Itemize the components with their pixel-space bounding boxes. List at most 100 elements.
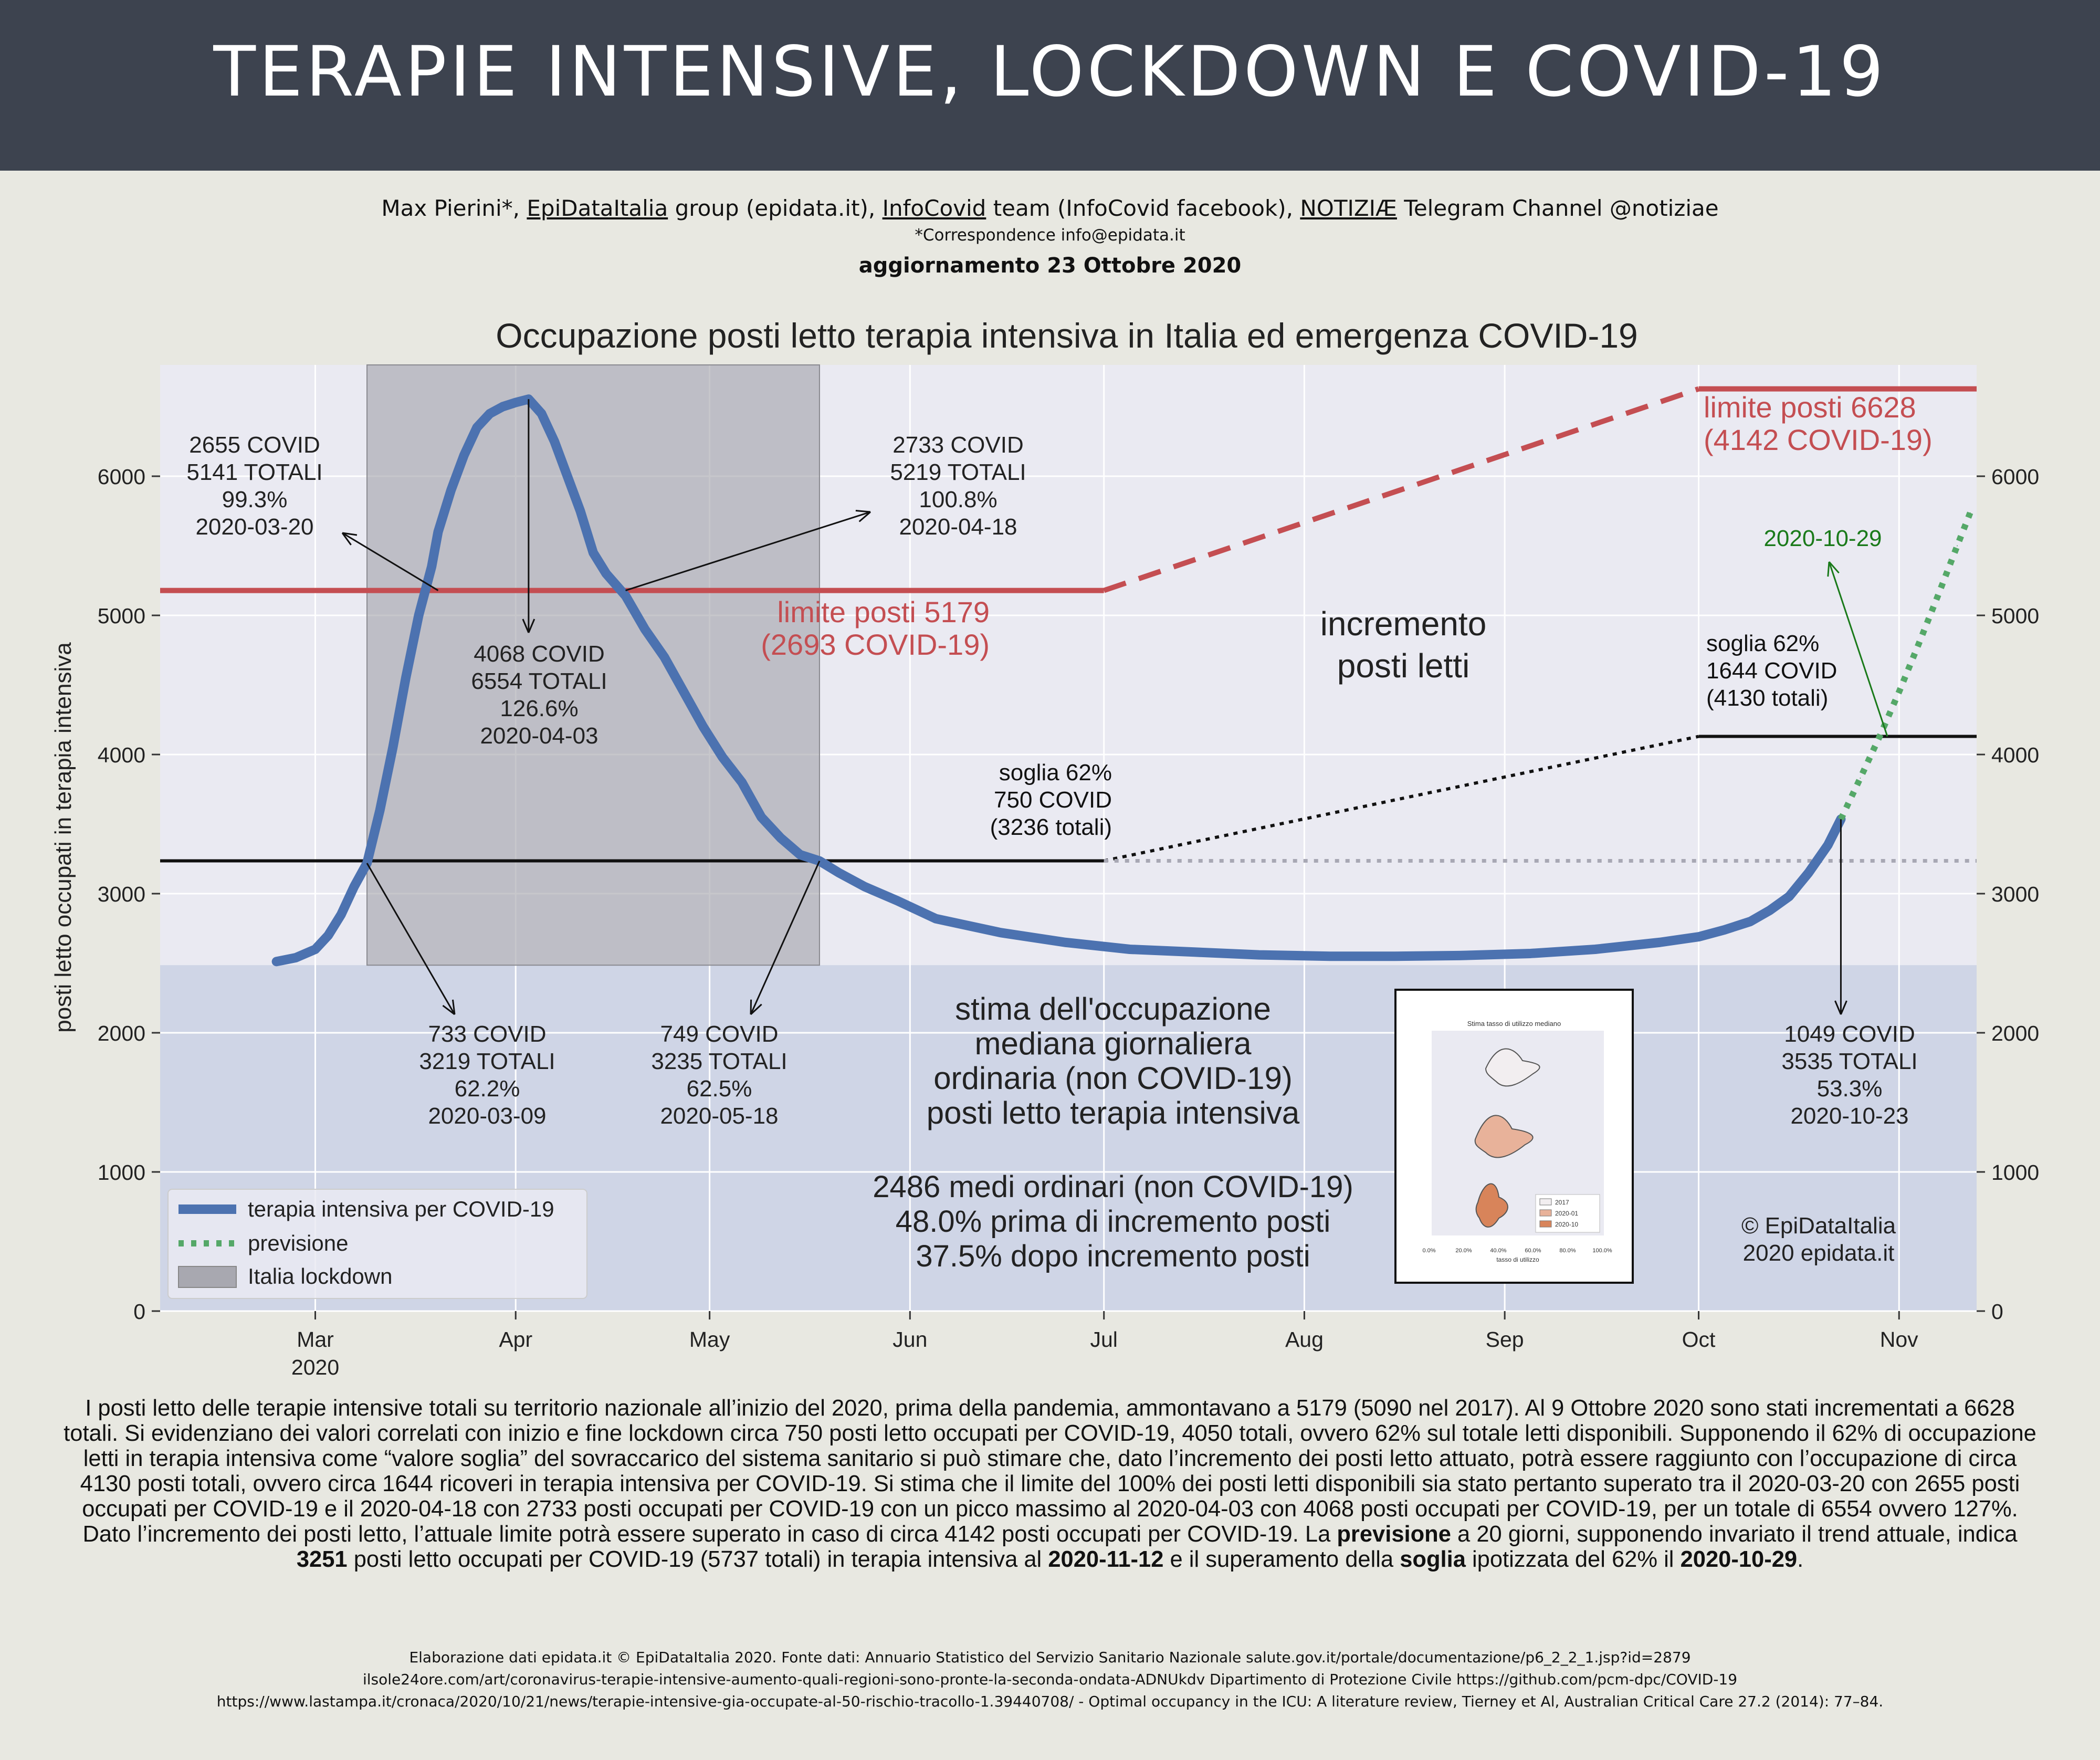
covid-icu-point: [463, 455, 465, 456]
inset-legend-label: 2020-10: [1555, 1221, 1578, 1228]
inset-x-tick-label: 80.0%: [1559, 1248, 1576, 1254]
y-tick-label-right: 2000: [1991, 1021, 2039, 1045]
arrow-2020-04-18-head: [855, 509, 871, 522]
arrow-2020-04-03-head: [522, 619, 536, 633]
y-tick-label-right: 1000: [1991, 1160, 2039, 1185]
label-stima-ordinaria: posti letto terapia intensiva: [927, 1095, 1300, 1130]
y-tick-label-left: 0: [133, 1300, 145, 1324]
credit-team-text: team (InfoCovid facebook),: [986, 195, 1300, 221]
covid-icu-point: [780, 837, 782, 839]
label-limite-6628: (4142 COVID-19): [1704, 423, 1933, 456]
x-tick-label: May: [689, 1327, 730, 1352]
covid-icu-point: [1788, 896, 1790, 897]
y-tick-label-right: 3000: [1991, 882, 2039, 906]
annotation-2020-04-03: 126.6%: [500, 696, 578, 721]
arrow-2020-04-18-shaft: [625, 511, 871, 591]
label-medi-ordinari: 2486 medi ordinari (non COVID-19): [873, 1170, 1353, 1204]
icu-occupancy-chart: Occupazione posti letto terapia intensiv…: [50, 316, 2039, 1379]
covid-icu-point: [702, 726, 704, 727]
covid-icu-point: [450, 489, 452, 491]
annotation-2020-04-18: 100.8%: [919, 487, 997, 512]
covid-icu-point: [541, 413, 542, 414]
inset-legend-label: 2020-01: [1555, 1210, 1578, 1217]
inset-x-label: tasso di utilizzo: [1496, 1256, 1539, 1263]
description-text-1: I posti letto delle terapie intensive to…: [64, 1396, 2036, 1547]
inset-legend-swatch: [1539, 1198, 1552, 1206]
annotation-2020-03-20: 99.3%: [222, 487, 288, 512]
inset-violin-chart: Stima tasso di utilizzo mediano 0.0% 20.0…: [1394, 989, 1634, 1284]
annotation-2020-04-03: 6554 TOTALI: [471, 668, 607, 694]
covid-icu-point: [489, 413, 490, 414]
y-tick-label-left: 6000: [98, 465, 145, 489]
label-incremento: incremento: [1320, 605, 1487, 643]
x-tick-label: Aug: [1285, 1327, 1324, 1352]
covid-icu-point: [1000, 932, 1001, 934]
chart-description: I posti letto delle terapie intensive to…: [58, 1396, 2042, 1572]
x-tick-label: Mar: [297, 1327, 334, 1352]
credit-channel-link[interactable]: NOTIZIÆ: [1300, 195, 1397, 221]
covid-icu-point: [392, 747, 394, 748]
annotation-2020-04-03: 2020-04-03: [480, 723, 598, 749]
covid-icu-point: [515, 402, 517, 403]
limit-increase-dashed: [1103, 386, 1700, 593]
label-copyright: © EpiDataItalia: [1741, 1213, 1896, 1239]
covid-icu-point: [605, 573, 607, 574]
covid-icu-point: [1258, 954, 1260, 956]
arrow-2020-03-09-head: [442, 999, 456, 1015]
description-bold-soglia: soglia: [1400, 1547, 1466, 1572]
label-soglia-1644: (4130 totali): [1706, 685, 1828, 711]
label-forecast-date: 2020-10-29: [1763, 526, 1882, 551]
inset-legend-label: 2017: [1555, 1199, 1569, 1206]
forecast-point: [1937, 595, 1939, 596]
annotation-2020-05-18: 749 COVID: [660, 1021, 779, 1047]
legend-label-forecast: previsione: [248, 1231, 348, 1255]
sources-line: https://www.lastampa.it/cronaca/2020/10/…: [216, 1693, 1884, 1710]
covid-icu-point: [328, 935, 329, 936]
covid-icu-point: [566, 476, 568, 477]
arrow-2020-03-20-shaft: [342, 532, 439, 591]
credit-group-text: group (epidata.it),: [668, 195, 883, 221]
arrow-2020-04-18: [625, 509, 871, 591]
covid-icu-point: [1530, 952, 1531, 954]
covid-icu-point: [431, 566, 433, 568]
forecast-series-line: [1838, 511, 1973, 821]
y-tick-label-left: 1000: [98, 1160, 145, 1185]
covid-icu-point: [896, 900, 898, 902]
annotation-2020-04-18: 2733 COVID: [892, 432, 1023, 458]
forecast-point: [1879, 736, 1881, 737]
covid-icu-point: [864, 886, 866, 887]
description-text-6: .: [1797, 1547, 1804, 1572]
credit-team-link[interactable]: InfoCovid: [882, 195, 986, 221]
inset-x-tick-label: 60.0%: [1525, 1248, 1541, 1254]
annotation-2020-10-23: 3535 TOTALI: [1781, 1049, 1917, 1074]
inset-legend-swatch: [1539, 1220, 1552, 1228]
y-tick-label-left: 2000: [98, 1021, 145, 1045]
covid-icu-point: [276, 961, 277, 962]
annotation-2020-05-18: 3235 TOTALI: [651, 1049, 787, 1074]
arrow-2020-03-20: [341, 532, 439, 591]
lockdown-period: [366, 364, 820, 966]
inset-x-tick-label: 0.0%: [1422, 1248, 1435, 1254]
update-date: aggiornamento 23 Ottobre 2020: [858, 254, 1242, 278]
covid-icu-point: [1698, 936, 1699, 938]
label-limite-6628: limite posti 6628: [1704, 391, 1916, 424]
x-tick-label: Apr: [499, 1327, 532, 1352]
label-limite-5179: limite posti 5179: [777, 595, 990, 628]
covid-icu-point: [1659, 941, 1661, 943]
credit-author: Max Pierini*,: [381, 195, 527, 221]
covid-icu-point: [1394, 956, 1395, 957]
legend-label-covid: terapia intensiva per COVID-19: [248, 1197, 554, 1221]
covid-icu-point: [1129, 949, 1130, 950]
covid-icu-point: [502, 406, 503, 407]
arrow-2020-10-23-head: [1834, 1000, 1847, 1015]
covid-icu-point: [1808, 872, 1809, 874]
arrow-2020-05-18-shaft: [750, 861, 821, 1015]
arrow-2020-03-20-head: [341, 532, 358, 546]
covid-icu-point: [437, 531, 439, 532]
description-text-3: posti letto occupati per COVID-19 (5737 …: [347, 1547, 1048, 1572]
credit-group-link[interactable]: EpiDataItalia: [527, 195, 668, 221]
inset-violin-2017: [1485, 1048, 1540, 1087]
legend-label-lockdown: Italia lockdown: [248, 1264, 392, 1288]
covid-icu-point: [379, 810, 381, 811]
inset-x-tick-label: 20.0%: [1455, 1248, 1472, 1254]
